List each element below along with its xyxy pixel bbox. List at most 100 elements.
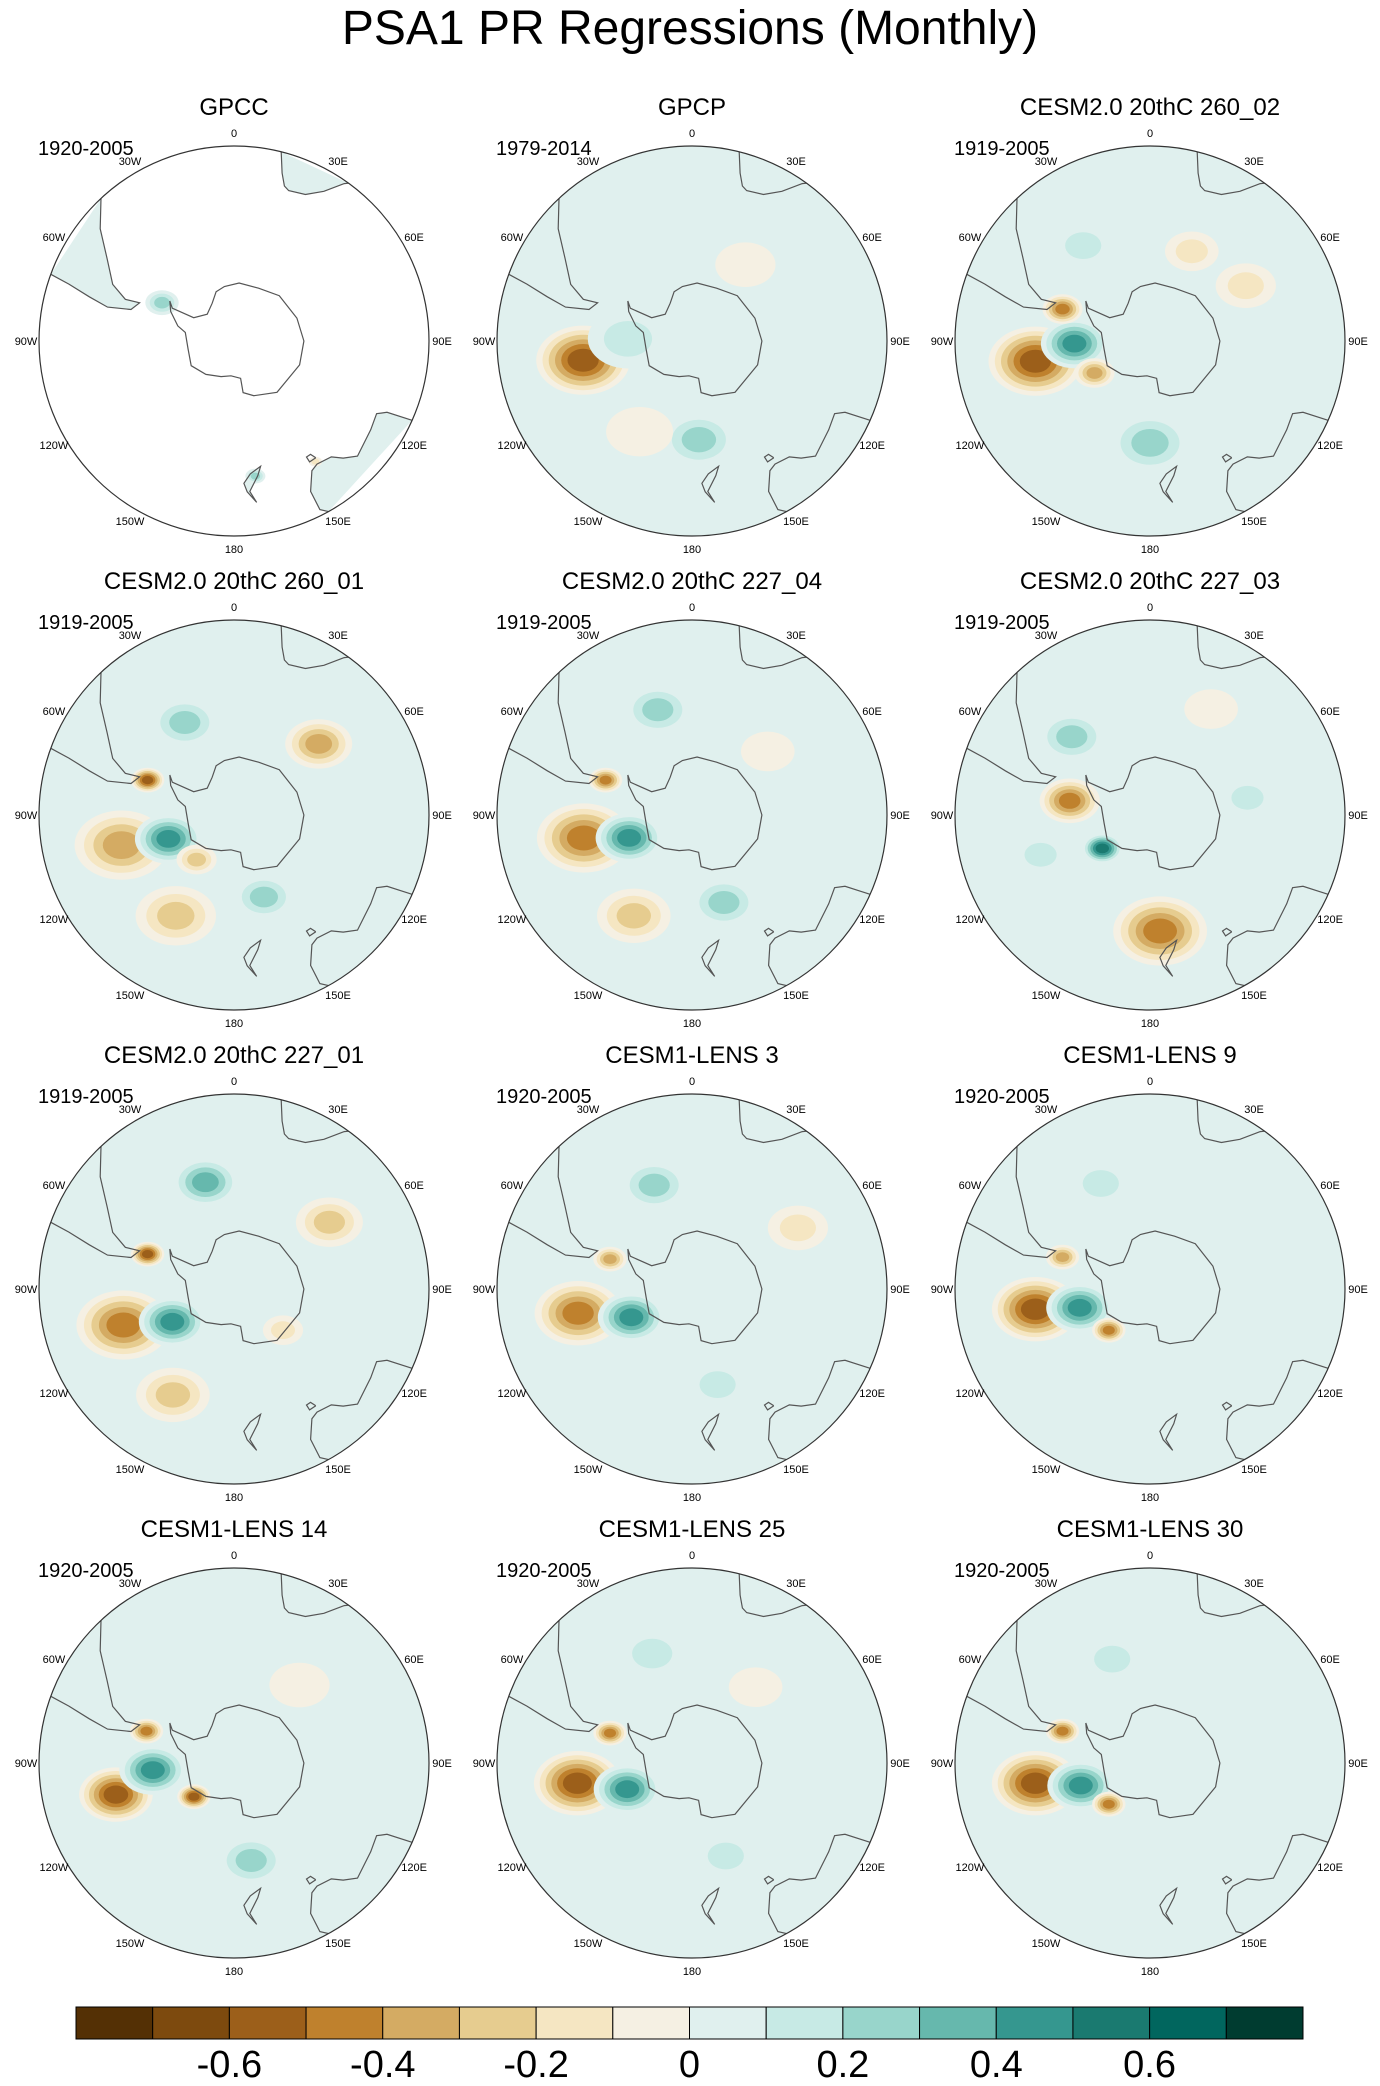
coastline bbox=[169, 1704, 305, 1819]
coastline bbox=[508, 198, 599, 311]
coastline bbox=[1085, 1704, 1221, 1819]
longitude-label: 150E bbox=[325, 1938, 351, 1950]
longitude-label: 150W bbox=[116, 516, 145, 528]
contour-blob bbox=[562, 1301, 594, 1325]
contour-blob bbox=[762, 354, 830, 404]
map-background bbox=[39, 146, 429, 536]
coastline bbox=[701, 464, 720, 503]
longitude-label: 150W bbox=[574, 990, 603, 1002]
contour-blob bbox=[156, 830, 181, 848]
coastline bbox=[763, 1401, 775, 1411]
coastline bbox=[763, 1875, 775, 1885]
panel-map: 0 30E 60E 90E 120E 150E 180 150W 120W 90W 60W 30W bbox=[931, 1076, 1368, 1504]
longitude-label: 30E bbox=[1244, 630, 1264, 642]
longitude-label: 30E bbox=[328, 1104, 348, 1116]
coastline bbox=[767, 411, 871, 513]
contour-blob bbox=[1102, 1325, 1115, 1335]
longitude-label: 150E bbox=[783, 1464, 809, 1476]
coastline bbox=[1196, 625, 1265, 670]
map-border bbox=[496, 1093, 888, 1485]
contour-blob bbox=[1065, 232, 1102, 259]
coastline bbox=[1159, 464, 1178, 503]
panel-period: 1920-2005 bbox=[496, 1560, 592, 1582]
contour-blob bbox=[1184, 689, 1238, 729]
longitude-label: 150E bbox=[783, 1938, 809, 1950]
coastline bbox=[169, 1230, 305, 1345]
longitude-label: 90W bbox=[473, 1284, 496, 1296]
longitude-label: 30W bbox=[119, 630, 142, 642]
coastline bbox=[309, 411, 413, 513]
colorbar-swatch bbox=[228, 2006, 307, 2040]
panel-map: 0 30E 60E 90E 120E 150E 180 150W 120W 90W 60W 30W bbox=[15, 1550, 452, 1978]
coastline bbox=[1225, 411, 1329, 513]
coastline bbox=[1225, 1833, 1329, 1935]
longitude-label: 120E bbox=[401, 440, 427, 452]
land-fill bbox=[281, 151, 349, 195]
coastline bbox=[1225, 1359, 1329, 1461]
coastline bbox=[1221, 1875, 1233, 1885]
contour-blob bbox=[606, 407, 674, 457]
coastline bbox=[966, 1146, 1057, 1259]
longitude-label: 60E bbox=[404, 1654, 424, 1666]
longitude-label: 150E bbox=[1241, 990, 1267, 1002]
longitude-label: 60E bbox=[1320, 706, 1340, 718]
coastline bbox=[280, 1099, 349, 1144]
contour-blob bbox=[155, 1382, 191, 1408]
panel-title: CESM2.0 20thC 260_01 bbox=[103, 568, 365, 595]
longitude-label: 120W bbox=[498, 914, 527, 926]
longitude-label: 30E bbox=[328, 1578, 348, 1590]
longitude-label: 120E bbox=[401, 1388, 427, 1400]
panel-map: 0 30E 60E 90E 120E 150E 180 150W 120W 90W 60W 30W bbox=[473, 1076, 910, 1504]
coastline bbox=[243, 1412, 262, 1451]
longitude-label: 90W bbox=[15, 336, 38, 348]
coastline bbox=[1221, 453, 1233, 463]
colorbar-swatch bbox=[919, 2006, 997, 2040]
colorbar-swatch bbox=[689, 2006, 767, 2040]
colorbar-tick-label: 0.2 bbox=[816, 2044, 869, 2086]
contour-blob bbox=[681, 427, 717, 453]
contour-blob bbox=[140, 1761, 165, 1779]
coastline bbox=[280, 625, 349, 670]
panel-map: 0 30E 60E 90E 120E 150E 180 150W 120W 90W 60W 30W bbox=[931, 602, 1368, 1030]
colorbar-tick-label: -0.6 bbox=[197, 2044, 262, 2086]
contour-blob bbox=[1058, 792, 1081, 809]
longitude-label: 60E bbox=[862, 1654, 882, 1666]
longitude-label: 150W bbox=[116, 990, 145, 1002]
longitude-label: 120E bbox=[401, 1862, 427, 1874]
longitude-label: 120W bbox=[498, 1862, 527, 1874]
longitude-label: 0 bbox=[1147, 128, 1153, 140]
panel-title: CESM2.0 20thC 227_04 bbox=[561, 568, 823, 595]
contour-blob bbox=[1175, 239, 1208, 264]
map-border bbox=[38, 619, 430, 1011]
coastline bbox=[701, 1886, 720, 1925]
longitude-label: 90E bbox=[890, 1284, 910, 1296]
longitude-label: 60E bbox=[1320, 1654, 1340, 1666]
contour-blob bbox=[235, 1849, 267, 1872]
longitude-label: 120E bbox=[1317, 1862, 1343, 1874]
panel-title: CESM2.0 20thC 227_03 bbox=[1019, 568, 1281, 595]
longitude-label: 30E bbox=[1244, 156, 1264, 168]
contour-blob bbox=[599, 775, 612, 785]
longitude-label: 90E bbox=[432, 336, 452, 348]
longitude-label: 150W bbox=[1032, 990, 1061, 1002]
coastline bbox=[767, 1359, 871, 1461]
longitude-label: 120W bbox=[956, 1862, 985, 1874]
land-fill bbox=[50, 198, 140, 310]
longitude-label: 150E bbox=[783, 990, 809, 1002]
contour-blob bbox=[1086, 367, 1103, 379]
longitude-label: 0 bbox=[231, 128, 237, 140]
longitude-label: 90W bbox=[473, 336, 496, 348]
coastline bbox=[508, 672, 599, 785]
longitude-label: 0 bbox=[689, 1076, 695, 1088]
colorbar-tick-label: 0 bbox=[679, 2044, 700, 2086]
colorbar-tick-label: 0.4 bbox=[970, 2044, 1023, 2086]
panel-period: 1979-2014 bbox=[496, 138, 592, 160]
longitude-label: 60W bbox=[501, 1180, 524, 1192]
longitude-label: 60W bbox=[43, 1654, 66, 1666]
map-background bbox=[39, 1094, 429, 1484]
contour-blob bbox=[1082, 1170, 1119, 1197]
colorbar-swatch bbox=[305, 2006, 384, 2040]
coastline bbox=[1221, 927, 1233, 937]
longitude-label: 60E bbox=[862, 706, 882, 718]
contour-blob bbox=[1067, 1298, 1092, 1317]
